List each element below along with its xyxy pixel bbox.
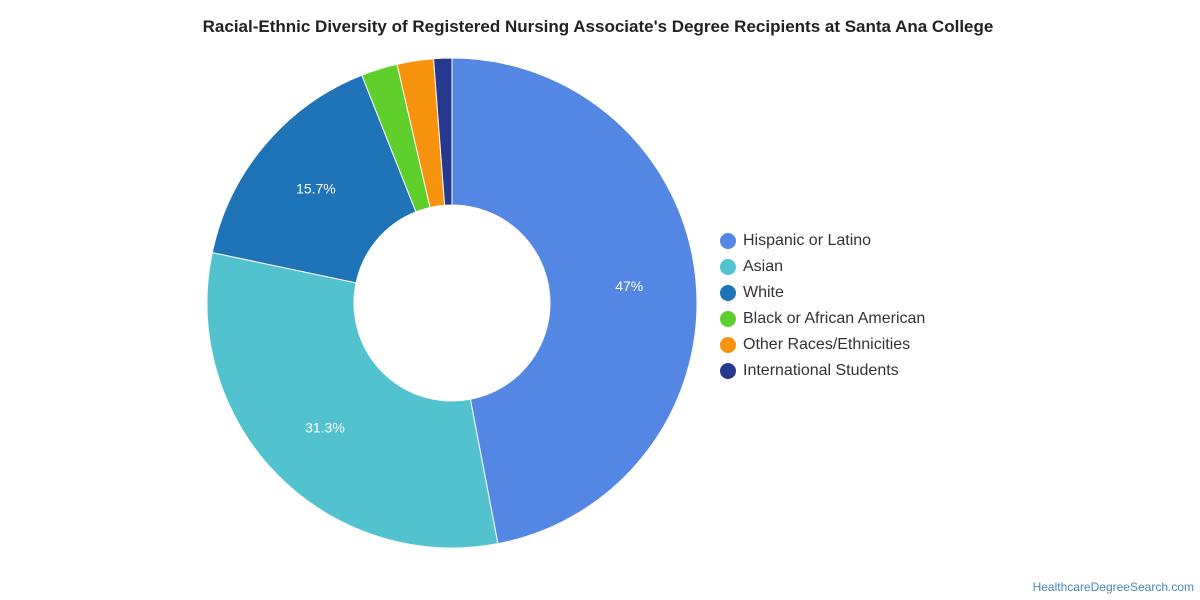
- slices-group: [206, 57, 698, 549]
- slice-hispanic-or-latino[interactable]: [451, 57, 698, 545]
- legend-label: International Students: [743, 362, 899, 379]
- legend-label: Other Races/Ethnicities: [743, 336, 911, 353]
- legend-item-international-students[interactable]: International Students: [720, 358, 925, 384]
- slice-white[interactable]: [211, 74, 417, 284]
- legend: Hispanic or Latino Asian White Black or Afr…: [720, 228, 925, 384]
- legend-swatch: [720, 311, 736, 327]
- data-label-white: 15.7%: [296, 180, 336, 196]
- slice-asian[interactable]: [206, 251, 499, 549]
- legend-item-asian[interactable]: Asian: [720, 254, 925, 280]
- slice-international-students[interactable]: [433, 57, 453, 206]
- legend-item-other-races-ethnicities[interactable]: Other Races/Ethnicities: [720, 332, 925, 358]
- chart-title: Racial-Ethnic Diversity of Registered Nu…: [202, 17, 994, 36]
- legend-swatch: [720, 363, 736, 379]
- legend-label: White: [743, 284, 784, 301]
- legend-item-white[interactable]: White: [720, 280, 925, 306]
- legend-item-hispanic-or-latino[interactable]: Hispanic or Latino: [720, 228, 925, 254]
- legend-label: Asian: [743, 258, 784, 275]
- legend-swatch: [720, 337, 736, 353]
- legend-swatch: [720, 285, 736, 301]
- legend-swatch: [720, 233, 736, 249]
- legend-swatch: [720, 259, 736, 275]
- legend-item-black-or-african-american[interactable]: Black or African American: [720, 306, 925, 332]
- data-labels-group: 47% 31.3% 15.7%: [296, 180, 643, 435]
- legend-label: Hispanic or Latino: [743, 232, 872, 249]
- source-credit[interactable]: HealthcareDegreeSearch.com: [1032, 580, 1194, 594]
- legend-label: Black or African American: [743, 310, 926, 327]
- data-label-hispanic-or-latino: 47%: [615, 278, 643, 294]
- data-label-asian: 31.3%: [305, 420, 345, 436]
